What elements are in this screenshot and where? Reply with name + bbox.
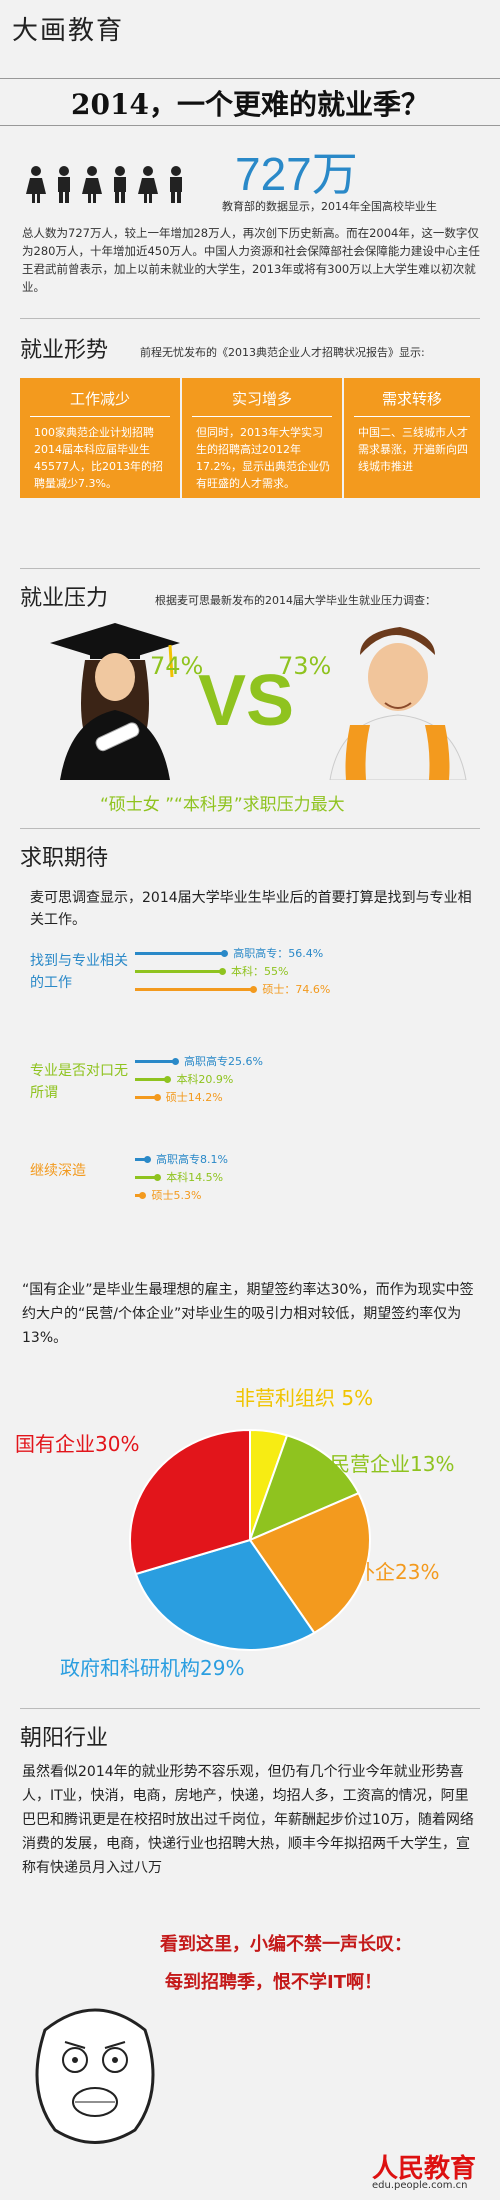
expect-bar-dot: [171, 1058, 179, 1065]
sunrise-paragraph: 虽然看似2014年的就业形势不容乐观，但仍有几个行业今年就业形势喜人，IT业，快…: [22, 1764, 474, 1876]
intro-caption: 教育部的数据显示，2014年全国高校毕业生: [222, 200, 437, 213]
box-body: 中国二、三线城市人才需求暴涨，开遍新向四线城市推进: [358, 426, 468, 473]
expect-bar-dot: [153, 1094, 161, 1101]
box-title: 工作减少: [69, 390, 130, 408]
expect-bar: [135, 1076, 172, 1083]
situation-title: 就业形势: [20, 338, 109, 363]
situation-box-3: 需求转移 中国二、三线城市人才需求暴涨，开遍新向四线城市推进: [344, 378, 480, 498]
headline: 2014，一个更难的就业季？: [71, 88, 429, 121]
people-edu-logo: 人民教育: [372, 2154, 477, 2184]
exclaim-line-2: 每到招聘季，恨不学IT啊！: [165, 1972, 382, 1993]
expect-bar: [135, 1156, 151, 1163]
exclaim-line-1: 看到这里，小编不禁一声长叹：: [160, 1934, 412, 1955]
situation-note: 前程无忧发布的《2013典范企业人才招聘状况报告》显示:: [140, 346, 425, 359]
expect-bar: [135, 1058, 179, 1065]
sunrise-title: 朝阳行业: [20, 1726, 109, 1751]
pie-slice-1: [248, 1434, 360, 1542]
expect-bar-dot: [139, 1192, 147, 1199]
expect-bar: [135, 1192, 147, 1199]
expect-bar-dot: [250, 986, 258, 993]
box-body: 但同时，2013年大学实习生的招聘高过2012年17.2%，显示出典范企业仍有旺…: [196, 426, 330, 490]
expect-bar-label: 高职高专：56.4%: [233, 947, 324, 960]
expect-bar-label: 高职高专25.6%: [183, 1055, 263, 1068]
box-divider: [354, 416, 470, 417]
divider: [20, 828, 480, 829]
expectation-bar-chart: 高职高专：56.4% 本科：55% 硕士：74.6% 高职高专25.6% 本科20.9%…: [135, 947, 331, 1202]
expect-bar-label: 硕士：74.6%: [262, 983, 331, 996]
expect-bar-label: 硕士5.3%: [151, 1189, 202, 1202]
pie-label-state-owned: 国有企业30%: [15, 1432, 140, 1456]
box-divider: [192, 416, 332, 417]
vs-text: VS: [198, 661, 295, 741]
male-student-illustration: [329, 627, 467, 780]
box-body: 100家典范企业计划招聘2014届本科应届毕业生45577人，比2013年的招聘…: [34, 426, 163, 490]
rage-face-illustration: [35, 2008, 155, 2144]
intro-paragraph: 总人数为727万人，较上一年增加28万人，再次创下历史新高。而在2004年，这一…: [22, 226, 480, 294]
expectation-title: 求职期待: [20, 846, 109, 871]
pie-slice-4: [129, 1428, 251, 1576]
male-percent: 73%: [278, 652, 332, 680]
headline-bar: 2014，一个更难的就业季？: [0, 78, 500, 126]
expect-bar-dot: [154, 1174, 162, 1181]
expect-bar: [135, 968, 226, 975]
expect-bar-label: 高职高专8.1%: [155, 1153, 228, 1166]
pie-slice-3: [134, 1538, 316, 1651]
situation-box-2: 实习增多 但同时，2013年大学实习生的招聘高过2012年17.2%，显示出典范…: [182, 378, 342, 498]
expect-group-3-label: 继续深造: [30, 1163, 86, 1179]
expect-bar-label: 本科14.5%: [166, 1171, 224, 1184]
employer-quote: “国有企业”是毕业生最理想的雇主，期望签约率达30%，而作为现实中签约大户的“民…: [22, 1282, 474, 1346]
expect-bar-label: 本科20.9%: [176, 1073, 234, 1086]
footer-url[interactable]: edu.people.com.cn: [372, 2180, 468, 2191]
expect-bar-label: 本科：55%: [231, 965, 289, 978]
pressure-title: 就业压力: [20, 586, 109, 611]
expectation-intro: 麦可思调查显示，2014届大学毕业生毕业后的首要打算是找到与专业相关工作。: [30, 890, 472, 928]
box-divider: [30, 416, 170, 417]
expect-group-2-label: 专业是否对口无所谓: [30, 1063, 128, 1101]
pressure-note: 根据麦可思最新发布的2014届大学毕业生就业压力调查：: [155, 594, 436, 607]
divider: [20, 568, 480, 569]
expect-bar-dot: [164, 1076, 172, 1083]
box-title: 实习增多: [231, 390, 292, 408]
box-title: 需求转移: [381, 390, 442, 408]
brand-logo-text: 大画教育: [12, 16, 125, 46]
people-icons: [26, 166, 182, 203]
female-graduate-illustration: [50, 623, 180, 780]
pie-label-nonprofit: 非营利组织 5%: [235, 1386, 374, 1410]
employer-pie-chart: [129, 1428, 371, 1651]
expect-bar-dot: [143, 1156, 151, 1163]
pie-label-foreign: 外企23%: [355, 1560, 440, 1584]
expect-bar: [135, 1094, 161, 1101]
pie-label-government: 政府和科研机构29%: [60, 1656, 245, 1680]
divider: [20, 1708, 480, 1709]
expect-bar-dot: [219, 968, 226, 975]
expect-bar-dot: [221, 950, 229, 957]
female-percent: 74%: [150, 652, 204, 680]
pie-slice-2: [248, 1491, 371, 1635]
expect-bar: [135, 950, 229, 957]
divider: [20, 318, 480, 319]
pie-label-private: 民营企业13%: [330, 1452, 455, 1476]
expect-group-1-label: 找到与专业相关的工作: [30, 953, 128, 991]
pressure-caption: “硕士女 ”“本科男”求职压力最大: [100, 795, 345, 815]
expect-bar: [135, 986, 258, 993]
expect-bar-label: 硕士14.2%: [165, 1091, 223, 1104]
situation-box-1: 工作减少 100家典范企业计划招聘2014届本科应届毕业生45577人，比201…: [20, 378, 180, 498]
graduates-number: 727万: [235, 148, 358, 200]
expect-bar: [135, 1174, 162, 1181]
